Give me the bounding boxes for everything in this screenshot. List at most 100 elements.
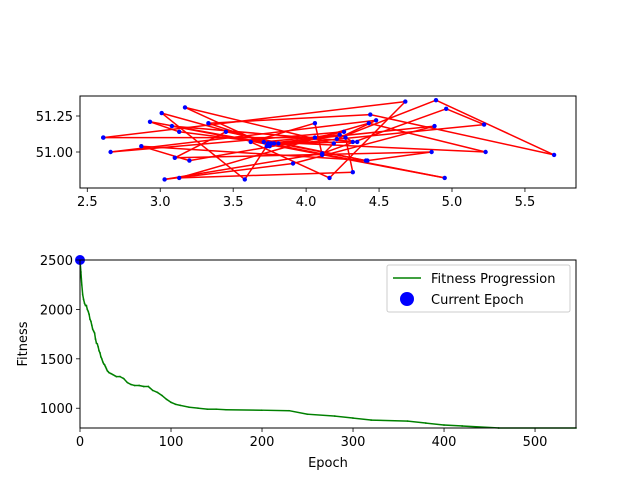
fitness-line-segment [406,420,427,424]
city-point [551,152,557,158]
city-point [101,135,106,140]
fitness-x-tick-label: 0 [76,435,84,450]
route-lines [103,99,555,181]
fitness-lines [79,259,577,429]
fitness-y-tick-label: 1500 [40,353,73,368]
route-x-tick-label: 2.5 [77,195,98,210]
legend-current-epoch-swatch [400,292,414,306]
fitness-line-segment [443,424,463,427]
city-point [276,141,281,146]
city-point [223,129,229,134]
route-points [101,98,557,182]
route-segment [370,113,555,156]
fitness-x-tick-label: 200 [250,435,275,450]
city-point [312,121,318,126]
fitness-line-segment [224,408,263,411]
fitness-line-segment [288,409,309,416]
city-point [177,129,182,134]
city-point [162,177,167,182]
route-y-tick-label: 51.25 [36,110,73,125]
fitness-x-ticks: 0 100 200 300 400 500 [76,428,548,450]
city-point [337,132,342,137]
fitness-plot-frame [79,259,577,429]
route-plot-panel: 2.5 3.0 3.5 4.0 4.5 5.0 5.5 51.00 51.25 [36,95,577,210]
city-point [177,175,182,181]
fitness-line-segment [352,417,373,421]
city-point [267,142,272,147]
city-point [290,161,296,166]
route-segment [174,131,227,159]
city-point [182,105,188,110]
city-point [206,121,211,126]
fitness-line-segment [174,403,181,407]
route-segment [178,122,370,179]
fitness-line-segment [80,283,84,296]
fitness-x-axis-label: Epoch [308,456,348,471]
city-point [483,149,488,155]
fitness-line-segment [170,401,177,406]
route-x-tick-label: 5.0 [442,195,463,210]
fitness-y-tick-label: 2500 [40,254,73,269]
route-segment [141,145,190,162]
city-point [187,158,192,163]
city-point [429,149,434,155]
route-x-tick-label: 4.5 [369,195,390,210]
fitness-line-segment [197,407,209,411]
route-segment [367,151,432,162]
route-segment [445,108,485,126]
route-segment [103,100,406,139]
route-segment [336,99,437,140]
route-segment [344,137,354,173]
fitness-line-segment [333,415,354,419]
fitness-line-segment [160,394,168,401]
city-point [373,118,379,123]
city-point [341,129,347,134]
route-x-tick-label: 5.5 [515,195,536,210]
route-segment [179,171,353,179]
city-point [355,139,360,145]
city-point [261,139,266,145]
fitness-x-tick-label: 100 [159,435,184,450]
city-point [169,123,175,129]
city-point [327,175,332,181]
fitness-line-segment [156,391,163,397]
route-segment [171,125,358,143]
city-point [368,112,373,117]
fitness-line-segment [80,271,83,286]
route-plot-frame [79,95,577,189]
route-segment [244,145,268,180]
city-point [444,106,449,112]
city-point [350,170,355,175]
route-segment [328,101,406,179]
route-segment [164,162,294,181]
route-x-tick-label: 3.5 [223,195,244,210]
fitness-line-segment [179,404,191,409]
fitness-line-segment [151,389,159,394]
fitness-y-ticks: 1000 1500 2000 2500 [40,254,80,417]
route-x-tick-label: 4.0 [296,195,317,210]
city-point [271,141,277,146]
fitness-line-segment [122,377,129,384]
fitness-x-tick-label: 500 [523,435,548,450]
fitness-line-segment [424,422,445,426]
fitness-x-tick-label: 300 [341,435,366,450]
city-point [159,110,164,116]
route-segment [273,141,353,145]
route-y-tick-label: 51.00 [36,146,73,161]
city-point [403,99,408,104]
legend-current-epoch-label: Current Epoch [431,293,524,308]
city-point [139,144,144,149]
fitness-line-segment [306,413,336,417]
city-point [108,149,113,155]
route-segment [225,131,367,162]
city-point [147,119,153,125]
fitness-line-segment [147,385,154,392]
fitness-line-segment [165,398,173,404]
legend-fitness-label: Fitness Progression [431,272,555,287]
city-point [365,158,370,163]
city-point [248,139,253,145]
route-x-ticks: 2.5 3.0 3.5 4.0 4.5 5.0 5.5 [77,188,535,210]
city-point [350,139,355,145]
